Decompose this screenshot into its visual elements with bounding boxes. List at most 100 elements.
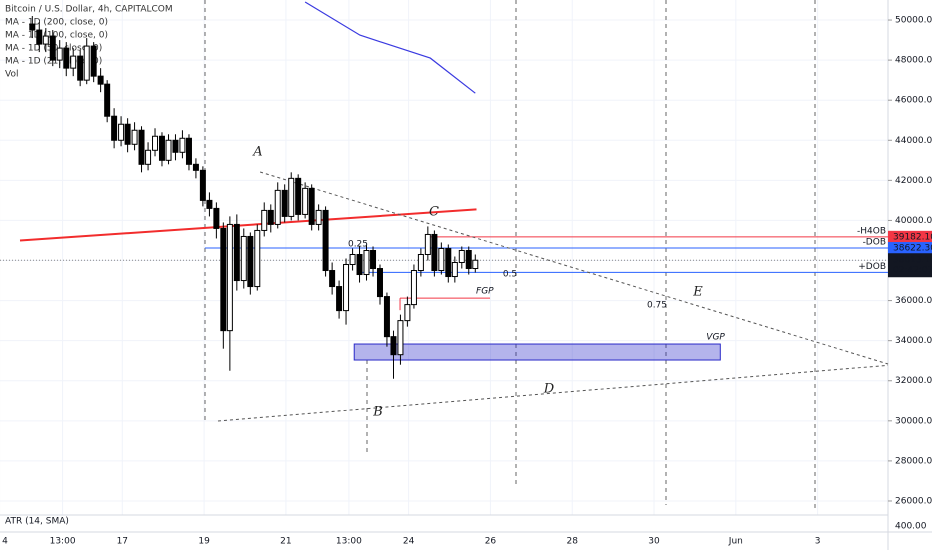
candle-body: [390, 336, 397, 356]
candle-body: [226, 223, 233, 332]
candle-body: [138, 129, 145, 165]
candle-body: [90, 45, 97, 77]
candle-body: [104, 83, 111, 117]
candle-body: [315, 209, 322, 225]
y-tick-label: 44000.00: [895, 136, 932, 146]
fgp-label: FGP: [476, 287, 494, 297]
trend-line: [259, 171, 889, 365]
candle-body: [404, 304, 411, 322]
level-label: -H4OB: [857, 226, 886, 236]
candle-body: [336, 286, 343, 312]
x-tick-label: Jun: [728, 537, 743, 547]
candle-body: [417, 253, 424, 272]
candle-body: [77, 55, 84, 81]
last-price-tag: [888, 253, 932, 278]
candle-body: [274, 189, 281, 225]
candle-body: [267, 209, 274, 225]
x-tick-label: 13:00: [336, 537, 362, 547]
candle-body: [83, 45, 90, 81]
x-tick-label: 3: [815, 537, 821, 547]
x-tick-label: 13:00: [50, 537, 76, 547]
candle-body: [343, 264, 350, 312]
legend-title: Bitcoin / U.S. Dollar, 4h, CAPITALCOM: [5, 5, 173, 15]
y-tick-label: 30000.00: [895, 416, 932, 426]
last-price-label: 38013.10: [893, 256, 932, 266]
annotation: E: [692, 285, 703, 300]
level-label: -DOB: [863, 238, 886, 248]
candle-body: [124, 123, 131, 145]
price-tag-label: 39182.10: [893, 232, 932, 242]
fib-label: 0.5: [503, 270, 517, 280]
y-tick-label: 42000.00: [895, 176, 932, 186]
y-tick-label: 40000.00: [895, 216, 932, 226]
level-label: +DOB: [858, 262, 886, 272]
legend-item: MA - 1D (200, close, 0): [5, 18, 108, 28]
price-tag: [888, 230, 932, 243]
x-tick-label: 24: [403, 537, 415, 547]
candle-body: [383, 296, 390, 338]
candle-body: [308, 187, 315, 225]
annotation: D: [543, 382, 555, 397]
candle-body: [295, 177, 302, 215]
fib-label: 0.25: [348, 240, 368, 250]
x-tick-label: 4: [2, 537, 8, 547]
candle-body: [247, 235, 254, 288]
candle-body: [322, 209, 329, 272]
candle-body: [329, 270, 336, 288]
candle-body: [472, 259, 479, 270]
candle-body: [356, 253, 363, 276]
annotation: C: [429, 205, 439, 220]
y-tick-label: 34000.00: [895, 336, 932, 346]
candle-body: [302, 187, 309, 215]
y-tick-label: 36000.00: [895, 296, 932, 306]
x-tick-label: 21: [280, 537, 291, 547]
legend-item: MA - 1D (21, close, 0): [5, 57, 102, 67]
candle-body: [438, 247, 445, 272]
candle-body: [240, 235, 247, 282]
legend-item: Vol: [5, 70, 18, 80]
y-tick-label: 48000.00: [895, 56, 932, 66]
candle-body: [49, 35, 56, 61]
candle-body: [36, 29, 43, 45]
zone: [353, 343, 721, 361]
candle-body: [172, 139, 179, 153]
x-tick-label: 19: [198, 537, 210, 547]
candle-body: [233, 223, 240, 282]
countdown-label: 02:42:07: [893, 266, 932, 276]
candle-body: [179, 137, 186, 153]
candle-body: [192, 163, 199, 171]
y-tick-label: 50000.00: [895, 16, 932, 26]
vertical-dashed-lines: [204, 0, 816, 510]
candle-body: [165, 139, 172, 161]
y-tick-label: 26000.00: [895, 496, 932, 506]
price-tag: [888, 242, 932, 255]
candle-body: [42, 35, 49, 45]
candle-body: [206, 199, 213, 209]
candle-body: [376, 268, 383, 298]
candle-body: [254, 229, 261, 288]
annotation: A: [252, 145, 262, 160]
candle-body: [410, 270, 417, 306]
candle-body: [185, 137, 192, 165]
candle-body: [363, 249, 370, 276]
candle-body: [111, 115, 118, 141]
candle-body: [56, 47, 63, 61]
x-tick-label: 28: [567, 537, 579, 547]
candle-body: [288, 177, 295, 217]
candle-body: [97, 75, 104, 85]
candle-body: [145, 149, 152, 165]
candle-body: [131, 129, 138, 145]
candle-body: [220, 227, 227, 332]
legend-item: MA - 1D (100, close, 0): [5, 31, 108, 41]
trend-line: [217, 364, 889, 422]
candle-body: [281, 189, 288, 217]
x-tick-label: 17: [117, 537, 128, 547]
atr-label: ATR (14, SMA): [5, 517, 69, 527]
candle-body: [445, 247, 452, 278]
ma-line: [304, 1, 476, 94]
annotation: B: [372, 405, 383, 420]
candle-body: [370, 249, 377, 270]
candle-body: [158, 135, 165, 161]
candle-body: [424, 233, 431, 255]
